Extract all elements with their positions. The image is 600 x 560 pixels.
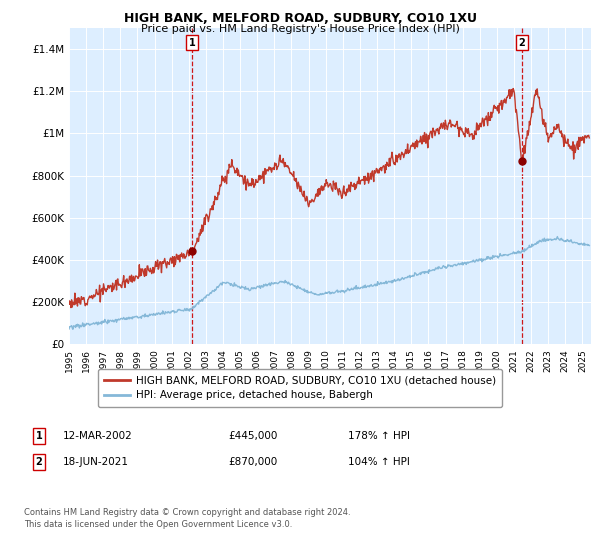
- Text: 1: 1: [35, 431, 43, 441]
- Text: 104% ↑ HPI: 104% ↑ HPI: [348, 457, 410, 467]
- Text: 178% ↑ HPI: 178% ↑ HPI: [348, 431, 410, 441]
- Text: Contains HM Land Registry data © Crown copyright and database right 2024.
This d: Contains HM Land Registry data © Crown c…: [24, 508, 350, 529]
- Text: 18-JUN-2021: 18-JUN-2021: [63, 457, 129, 467]
- Text: 12-MAR-2002: 12-MAR-2002: [63, 431, 133, 441]
- Text: HIGH BANK, MELFORD ROAD, SUDBURY, CO10 1XU: HIGH BANK, MELFORD ROAD, SUDBURY, CO10 1…: [124, 12, 476, 25]
- Text: 2: 2: [35, 457, 43, 467]
- Text: Price paid vs. HM Land Registry's House Price Index (HPI): Price paid vs. HM Land Registry's House …: [140, 24, 460, 34]
- Text: 2: 2: [518, 38, 525, 48]
- Text: £870,000: £870,000: [228, 457, 277, 467]
- Text: £445,000: £445,000: [228, 431, 277, 441]
- Legend: HIGH BANK, MELFORD ROAD, SUDBURY, CO10 1XU (detached house), HPI: Average price,: HIGH BANK, MELFORD ROAD, SUDBURY, CO10 1…: [98, 369, 502, 407]
- Text: 1: 1: [189, 38, 196, 48]
